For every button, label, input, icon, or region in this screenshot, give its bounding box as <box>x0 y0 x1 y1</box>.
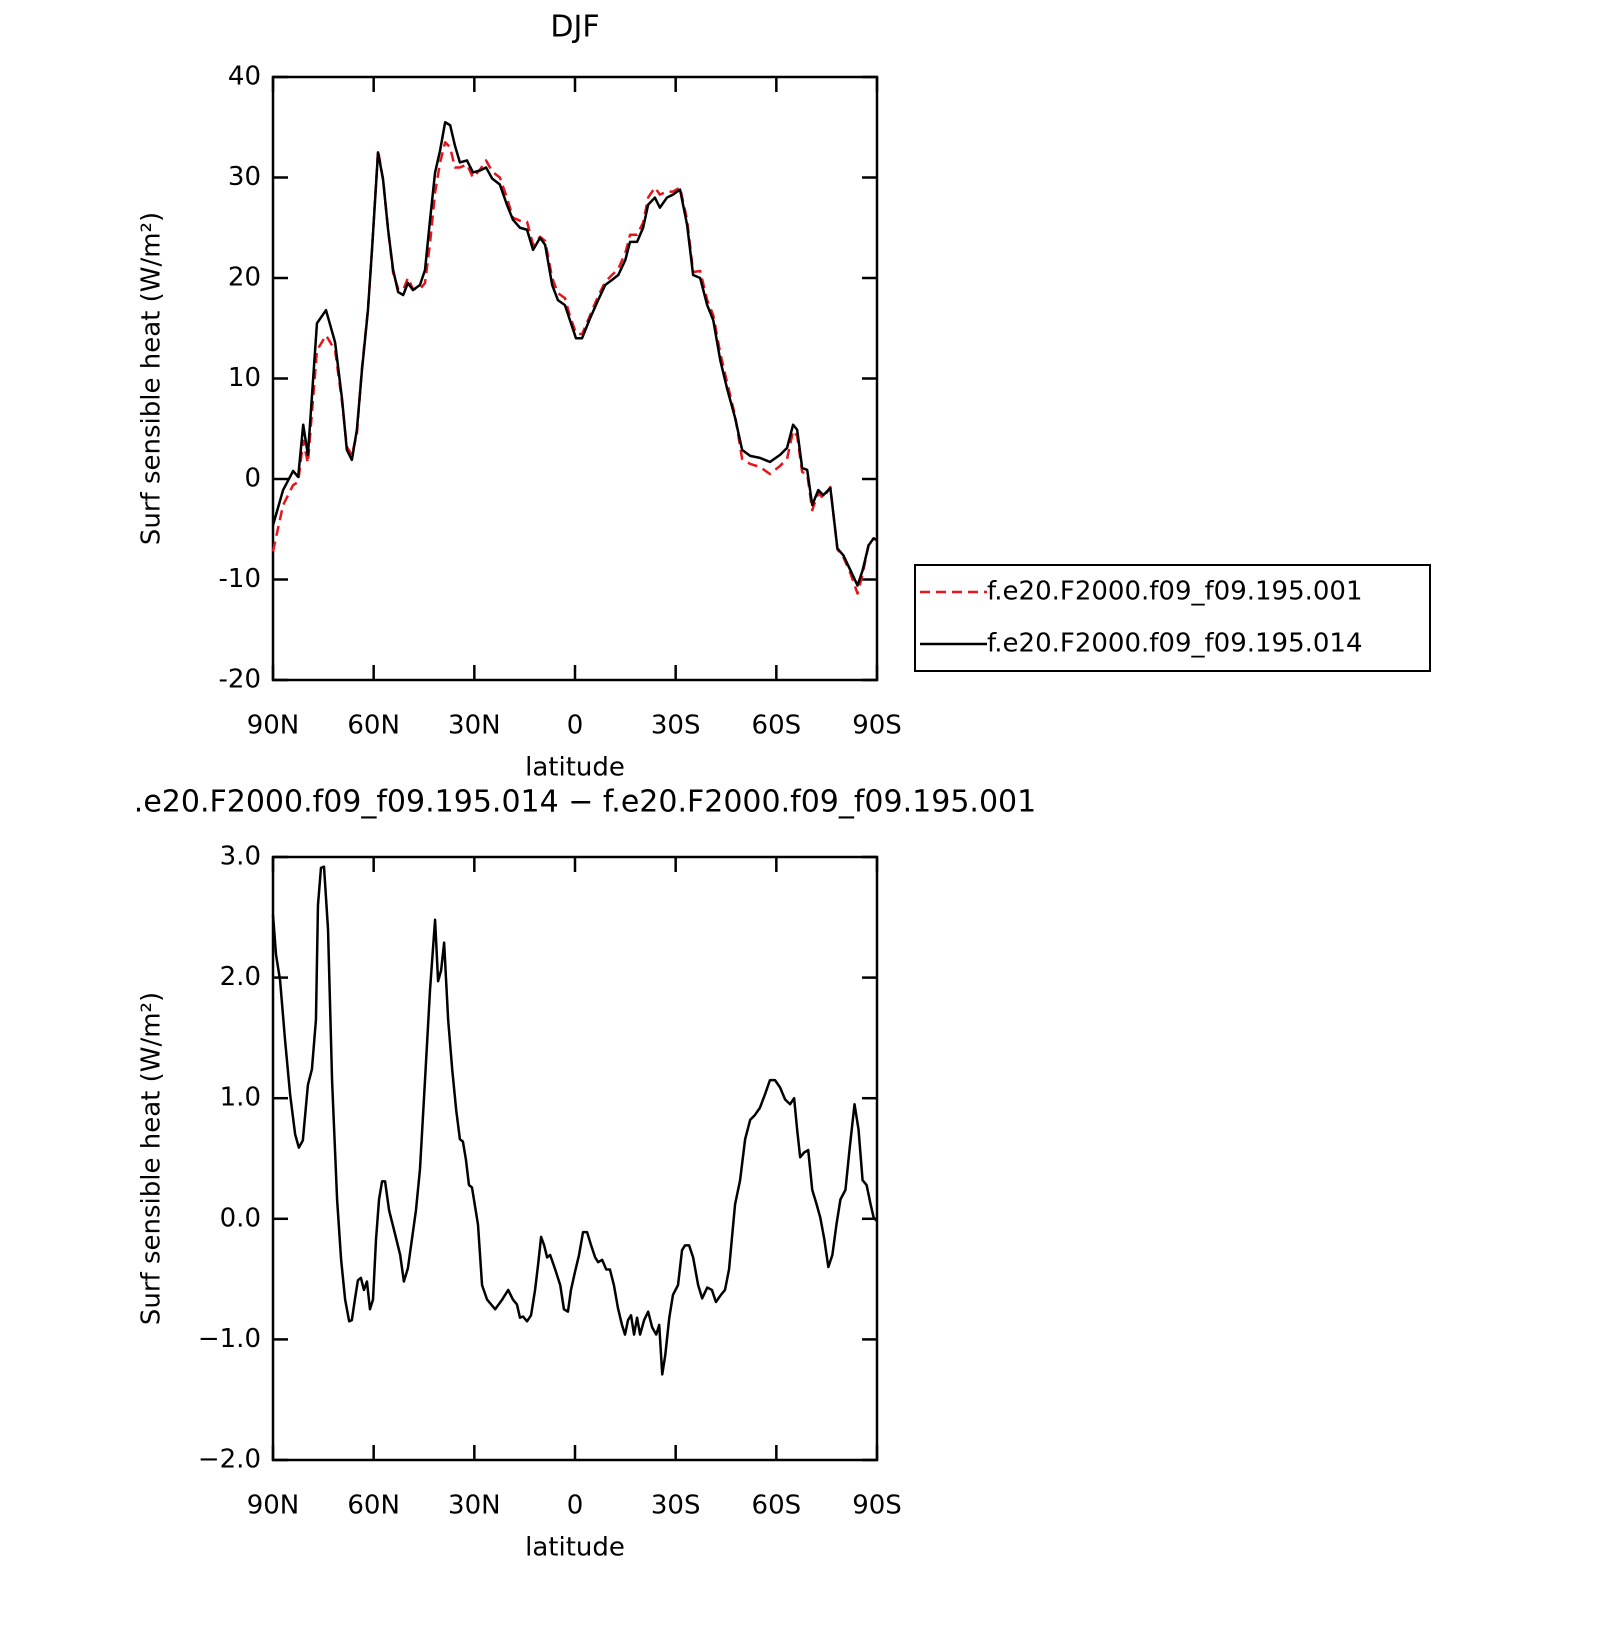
y-tick-label: 0 <box>244 464 261 494</box>
x-tick-label: 90S <box>852 711 902 741</box>
x-tick-label: 60S <box>752 1491 802 1521</box>
chart-title: DJF <box>550 10 599 45</box>
legend-label: f.e20.F2000.f09_f09.195.014 <box>987 629 1363 659</box>
x-tick-label: 30N <box>448 711 501 741</box>
x-axis-label: latitude <box>525 753 625 783</box>
x-tick-label: 30S <box>651 1491 701 1521</box>
x-tick-label: 0 <box>567 1491 584 1521</box>
y-tick-label: 10 <box>228 363 261 393</box>
x-tick-label: 60N <box>347 1491 400 1521</box>
y-tick-label: 2.0 <box>220 962 261 992</box>
x-tick-label: 60S <box>752 711 802 741</box>
y-tick-label: 30 <box>228 162 261 192</box>
y-tick-label: -20 <box>219 665 261 695</box>
y-tick-label: 40 <box>228 62 261 92</box>
plot-frame <box>271 75 879 682</box>
legend-box <box>914 564 1431 672</box>
x-tick-label: 30S <box>651 711 701 741</box>
plot-frame <box>271 855 879 1462</box>
chart-title: .e20.F2000.f09_f09.195.014 − f.e20.F2000… <box>134 785 1036 820</box>
x-tick-label: 90N <box>247 1491 300 1521</box>
y-axis-label: Surf sensible heat (W/m²) <box>137 992 167 1325</box>
x-tick-label: 30N <box>448 1491 501 1521</box>
y-tick-label: 0.0 <box>220 1203 261 1233</box>
y-tick-label: −1.0 <box>198 1324 261 1354</box>
data-line <box>271 865 878 1376</box>
y-tick-label: 3.0 <box>220 842 261 872</box>
x-tick-label: 90N <box>247 711 300 741</box>
x-tick-label: 0 <box>567 711 584 741</box>
y-tick-label: -10 <box>219 564 261 594</box>
data-line <box>271 141 878 595</box>
x-tick-label: 60N <box>347 711 400 741</box>
legend-label: f.e20.F2000.f09_f09.195.001 <box>987 577 1363 607</box>
data-line <box>271 120 878 587</box>
x-axis-label: latitude <box>525 1533 625 1563</box>
y-tick-label: −2.0 <box>198 1445 261 1475</box>
y-axis-label: Surf sensible heat (W/m²) <box>137 212 167 545</box>
y-tick-label: 20 <box>228 263 261 293</box>
y-tick-label: 1.0 <box>220 1083 261 1113</box>
x-tick-label: 90S <box>852 1491 902 1521</box>
